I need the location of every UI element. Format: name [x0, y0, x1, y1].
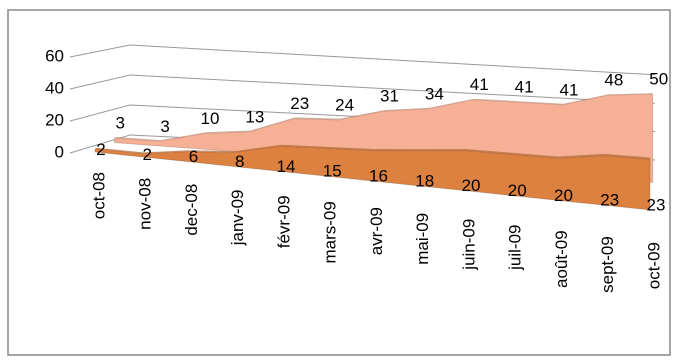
data-label: 8 — [235, 152, 244, 171]
data-label: 31 — [380, 87, 399, 106]
data-label: 23 — [290, 94, 309, 113]
x-tick-label: mars-09 — [321, 201, 340, 263]
data-label: 41 — [470, 75, 489, 94]
data-label: 34 — [425, 84, 444, 103]
data-label: 50 — [649, 69, 668, 88]
data-label: 6 — [189, 147, 198, 166]
data-label: 48 — [604, 71, 623, 90]
data-label: 3 — [116, 113, 125, 132]
y-tick-label: 0 — [55, 142, 64, 161]
data-label: 15 — [323, 162, 342, 181]
x-tick-label: août-09 — [552, 230, 571, 288]
data-label: 23 — [600, 191, 619, 210]
x-tick-label: sept-09 — [598, 236, 617, 293]
data-label: 14 — [277, 157, 296, 176]
data-label: 18 — [415, 171, 434, 190]
data-label: 20 — [554, 186, 573, 205]
grid-line — [69, 74, 131, 90]
x-tick-label: janv-09 — [228, 190, 247, 247]
x-tick-label: févr-09 — [274, 195, 293, 248]
x-tick-label: oct-09 — [644, 242, 663, 289]
data-label: 41 — [515, 78, 534, 97]
data-label: 20 — [462, 176, 481, 195]
data-label: 16 — [369, 166, 388, 185]
data-label: 13 — [245, 107, 264, 126]
data-label: 24 — [335, 95, 354, 114]
x-tick-label: mai-09 — [413, 213, 432, 265]
grid-line — [129, 44, 656, 76]
x-tick-label: nov-08 — [136, 178, 155, 230]
data-label: 2 — [143, 145, 152, 164]
x-tick-label: juin-09 — [459, 219, 478, 271]
y-tick-label: 60 — [45, 46, 64, 65]
grid-line — [69, 104, 131, 122]
data-label: 2 — [96, 140, 105, 159]
x-tick-label: juil-09 — [506, 225, 525, 271]
data-label: 10 — [201, 109, 220, 128]
data-label: 20 — [508, 181, 527, 200]
x-tick-label: avr-09 — [367, 207, 386, 255]
y-tick-label: 40 — [45, 78, 64, 97]
x-tick-label: oct-08 — [89, 172, 108, 219]
grid-line — [129, 74, 656, 104]
data-label: 41 — [560, 80, 579, 99]
data-label: 3 — [160, 117, 169, 136]
x-tick-label: dec-08 — [182, 184, 201, 236]
data-label: 23 — [647, 195, 666, 214]
grid-line — [69, 44, 131, 58]
y-tick-label: 20 — [45, 110, 64, 129]
